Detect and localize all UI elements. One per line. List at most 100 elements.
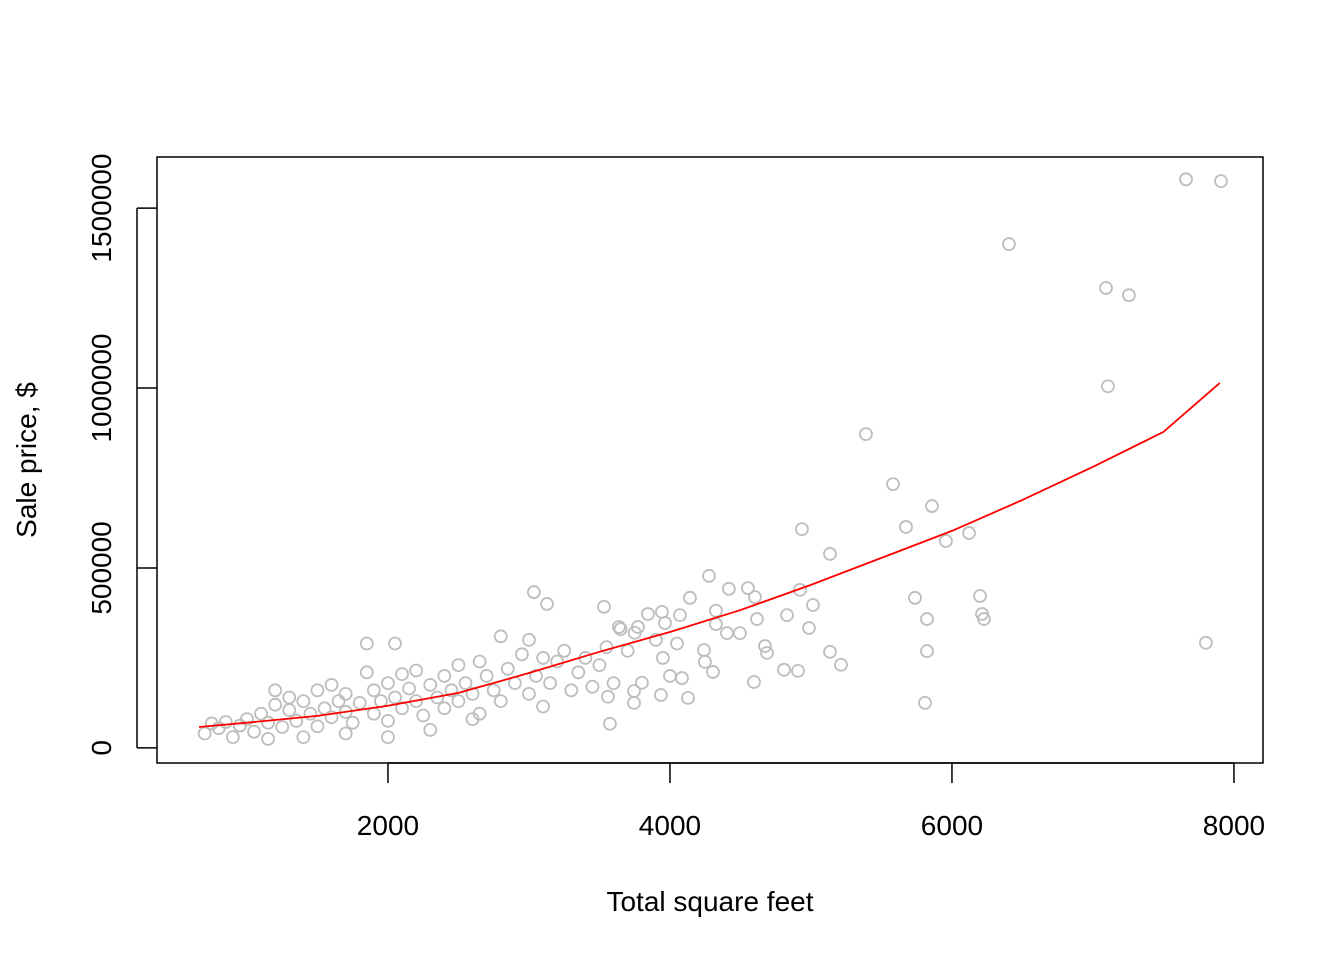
point: [303, 706, 318, 721]
point: [444, 683, 459, 698]
point: [654, 688, 668, 702]
point: [550, 654, 565, 669]
point: [1101, 379, 1115, 394]
point: [381, 730, 395, 744]
point: [834, 657, 848, 672]
point: [204, 716, 219, 731]
point: [741, 581, 755, 596]
x-tick-label: 4000: [639, 810, 701, 841]
point: [585, 679, 600, 694]
point: [925, 499, 939, 513]
point: [1122, 288, 1136, 303]
point: [627, 696, 641, 710]
point: [416, 708, 431, 723]
point: [493, 694, 508, 709]
point: [634, 675, 649, 690]
point: [658, 616, 672, 630]
point: [359, 636, 374, 651]
point: [388, 636, 402, 651]
point: [750, 612, 764, 626]
point: [536, 651, 550, 665]
point: [599, 640, 614, 655]
point: [806, 598, 820, 612]
point: [802, 621, 816, 635]
point: [261, 715, 276, 730]
point: [218, 715, 233, 729]
point: [500, 661, 515, 676]
point: [529, 669, 543, 683]
point: [310, 683, 325, 698]
point: [515, 647, 529, 662]
point: [697, 643, 711, 657]
point: [240, 712, 254, 726]
point: [451, 694, 466, 709]
point: [670, 636, 684, 651]
point: [748, 590, 762, 605]
point: [681, 690, 695, 705]
point: [791, 663, 805, 678]
point: [675, 671, 689, 685]
point: [458, 676, 473, 691]
point: [282, 690, 297, 705]
point: [261, 731, 276, 746]
point: [486, 683, 501, 698]
y-tick-label: 1000000: [86, 334, 117, 443]
point: [522, 633, 536, 647]
point: [465, 687, 480, 701]
point: [732, 626, 747, 640]
point: [526, 585, 541, 599]
point: [973, 589, 987, 603]
point: [648, 633, 663, 647]
point: [1198, 635, 1213, 650]
point: [197, 726, 212, 741]
y-tick-label: 500000: [86, 521, 117, 614]
point: [899, 520, 913, 534]
point: [908, 590, 922, 605]
point: [324, 710, 339, 725]
point: [254, 706, 268, 721]
point: [437, 701, 452, 716]
point: [423, 678, 438, 692]
plot-box: [156, 156, 1264, 764]
point: [472, 654, 487, 669]
point: [780, 608, 794, 622]
point: [352, 696, 367, 710]
point: [683, 590, 697, 605]
point: [656, 651, 670, 665]
point: [627, 684, 641, 698]
point: [962, 526, 976, 540]
point: [536, 699, 550, 714]
point: [268, 697, 283, 712]
y-axis-title: Sale price, $: [11, 382, 42, 538]
point: [606, 676, 621, 691]
point: [557, 643, 572, 658]
point: [620, 643, 635, 658]
point: [1214, 174, 1228, 189]
point: [886, 477, 900, 492]
point: [758, 639, 772, 653]
point: [709, 603, 723, 618]
point: [522, 687, 536, 701]
point: [275, 720, 290, 734]
point: [381, 713, 395, 728]
point: [613, 622, 628, 637]
point: [282, 703, 297, 718]
point: [663, 669, 677, 683]
point: [493, 629, 508, 644]
point: [721, 581, 736, 596]
point: [225, 730, 240, 744]
point: [777, 662, 791, 677]
point: [268, 683, 283, 698]
point: [331, 694, 346, 709]
trend-line: [198, 382, 1221, 728]
point: [627, 625, 642, 640]
point: [296, 730, 311, 744]
point: [793, 583, 807, 597]
point: [612, 620, 626, 634]
point: [247, 724, 261, 739]
point: [409, 663, 424, 678]
point: [543, 676, 558, 691]
point: [641, 607, 655, 621]
